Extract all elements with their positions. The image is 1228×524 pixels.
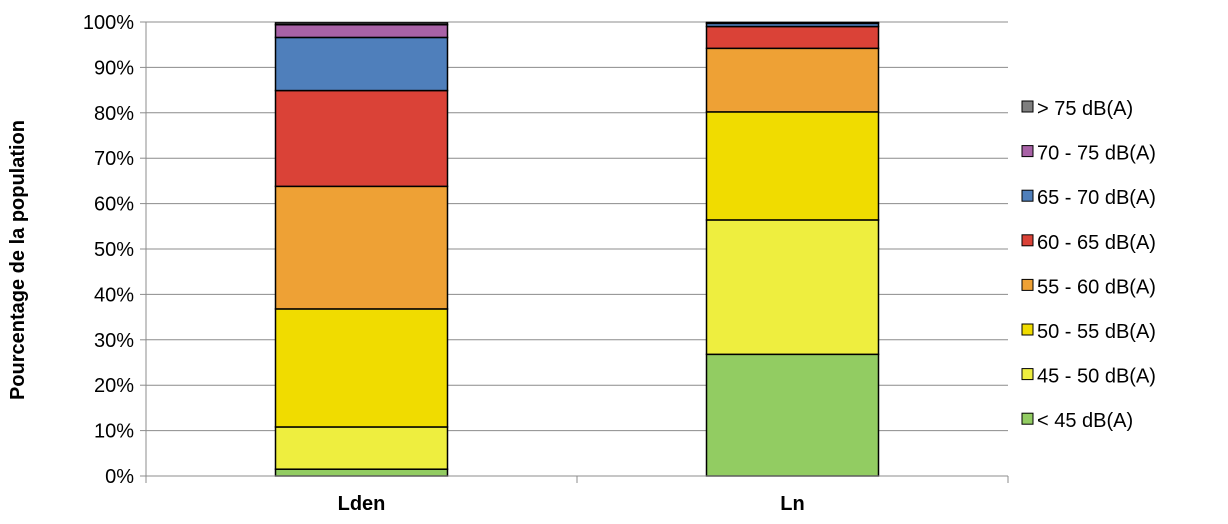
y-axis-title: Pourcentage de la population: [7, 120, 29, 400]
y-tick-label: 50%: [94, 239, 134, 261]
legend: > 75 dB(A) 70 - 75 dB(A) 65 - 70 dB(A) 60 -…: [1021, 98, 1156, 432]
bar-segment: [274, 23, 449, 39]
category-label: Ln: [780, 493, 804, 515]
y-tick-label: 10%: [94, 421, 134, 443]
legend-swatch: [1021, 323, 1034, 336]
bar-segment: [705, 25, 880, 50]
bar-segment: [274, 468, 449, 477]
y-tick-label: 60%: [94, 194, 134, 216]
bar-segment: [274, 426, 449, 470]
legend-swatch: [1021, 368, 1034, 381]
legend-label: 55 - 60 dB(A): [1037, 276, 1156, 298]
bar-segment: [274, 22, 449, 26]
category-labels: Lden Ln: [338, 493, 805, 515]
legend-label: 70 - 75 dB(A): [1037, 143, 1156, 165]
y-tick-label: 40%: [94, 284, 134, 306]
bar-stacks: [274, 21, 880, 477]
bar-segment: [705, 21, 880, 25]
legend-label: 45 - 50 dB(A): [1037, 366, 1156, 388]
bar-segment: [274, 185, 449, 310]
legend-swatch: [1021, 234, 1034, 247]
axes: [145, 22, 1009, 483]
legend-swatch: [1021, 145, 1034, 158]
y-tick-label: 80%: [94, 103, 134, 125]
category-label: Lden: [338, 493, 386, 515]
legend-label: > 75 dB(A): [1037, 98, 1133, 120]
legend-swatch: [1021, 278, 1034, 291]
legend-swatch: [1021, 412, 1034, 425]
bar-segment: [705, 353, 880, 477]
bar-segment: [274, 36, 449, 92]
bar-segment: [705, 219, 880, 356]
bar-segment: [274, 89, 449, 188]
y-tick-label: 70%: [94, 148, 134, 170]
bar-segment: [274, 308, 449, 428]
legend-swatch: [1021, 189, 1034, 202]
legend-label: 60 - 65 dB(A): [1037, 232, 1156, 254]
legend-label: 50 - 55 dB(A): [1037, 321, 1156, 343]
y-tick-labels: 0% 10% 20% 30% 40% 50% 60% 70% 80% 90% 100%: [83, 12, 134, 488]
y-tick-label: 30%: [94, 330, 134, 352]
legend-swatch: [1021, 100, 1034, 113]
y-tick-label: 0%: [105, 466, 134, 488]
legend-label: < 45 dB(A): [1037, 410, 1133, 432]
bar-segment: [705, 111, 880, 221]
y-tick-label: 100%: [83, 12, 134, 34]
y-tick-label: 90%: [94, 57, 134, 79]
y-tick-label: 20%: [94, 375, 134, 397]
legend-label: 65 - 70 dB(A): [1037, 187, 1156, 209]
bar-segment: [705, 47, 880, 113]
